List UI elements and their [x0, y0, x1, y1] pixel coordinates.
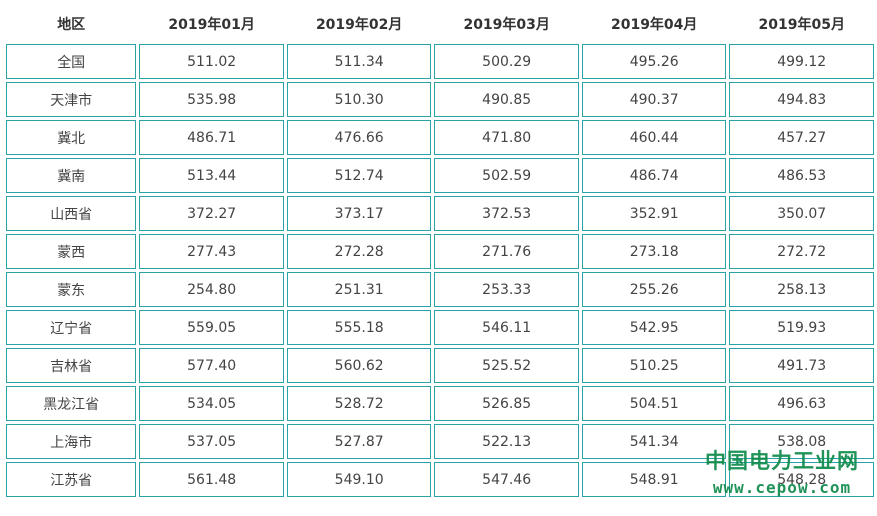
value-cell: 254.80 [139, 272, 284, 307]
region-cell: 蒙东 [6, 272, 137, 307]
value-cell: 460.44 [581, 120, 727, 155]
region-cell: 蒙西 [6, 234, 137, 269]
value-cell: 527.87 [286, 424, 432, 459]
value-cell: 541.34 [581, 424, 727, 459]
value-cell: 495.26 [581, 44, 727, 79]
region-cell: 黑龙江省 [6, 386, 137, 421]
region-cell: 江苏省 [6, 462, 137, 497]
table-row: 山西省 372.27 373.17 372.53 352.91 350.07 [6, 196, 874, 231]
value-cell: 522.13 [434, 424, 579, 459]
value-cell: 272.72 [729, 234, 874, 269]
region-cell: 冀南 [6, 158, 137, 193]
value-cell: 372.53 [434, 196, 579, 231]
value-cell: 255.26 [581, 272, 727, 307]
value-cell: 499.12 [729, 44, 874, 79]
value-cell: 273.18 [581, 234, 727, 269]
value-cell: 559.05 [139, 310, 284, 345]
column-header-2019-04: 2019年04月 [610, 17, 698, 33]
value-cell: 542.95 [581, 310, 727, 345]
column-header-2019-03: 2019年03月 [463, 17, 550, 33]
table-row: 天津市 535.98 510.30 490.85 490.37 494.83 [6, 82, 874, 117]
value-cell: 546.11 [434, 310, 579, 345]
value-cell: 457.27 [729, 120, 874, 155]
electricity-price-table: 地区 2019年01月 2019年02月 2019年03月 2019年04月 2… [3, 4, 877, 500]
table-row: 蒙西 277.43 272.28 271.76 273.18 272.72 [6, 234, 874, 269]
value-cell: 535.98 [139, 82, 284, 117]
value-cell: 555.18 [286, 310, 432, 345]
region-cell: 辽宁省 [6, 310, 137, 345]
region-cell: 山西省 [6, 196, 137, 231]
value-cell: 500.29 [434, 44, 579, 79]
value-cell: 526.85 [434, 386, 579, 421]
value-cell: 502.59 [434, 158, 579, 193]
value-cell: 486.74 [581, 158, 727, 193]
value-cell: 511.02 [139, 44, 284, 79]
table-row: 上海市 537.05 527.87 522.13 541.34 538.08 [6, 424, 874, 459]
value-cell: 525.52 [434, 348, 579, 383]
value-cell: 490.37 [581, 82, 727, 117]
value-cell: 476.66 [286, 120, 432, 155]
value-cell: 486.71 [139, 120, 284, 155]
region-cell: 上海市 [6, 424, 137, 459]
value-cell: 277.43 [139, 234, 284, 269]
table-row: 江苏省 561.48 549.10 547.46 548.91 548.28 [6, 462, 874, 497]
value-cell: 258.13 [729, 272, 874, 307]
value-cell: 372.27 [139, 196, 284, 231]
value-cell: 350.07 [729, 196, 874, 231]
value-cell: 504.51 [581, 386, 727, 421]
table-row: 冀北 486.71 476.66 471.80 460.44 457.27 [6, 120, 874, 155]
table-row: 吉林省 577.40 560.62 525.52 510.25 491.73 [6, 348, 874, 383]
table-row: 辽宁省 559.05 555.18 546.11 542.95 519.93 [6, 310, 874, 345]
value-cell: 272.28 [286, 234, 432, 269]
value-cell: 494.83 [729, 82, 874, 117]
table-row: 蒙东 254.80 251.31 253.33 255.26 258.13 [6, 272, 874, 307]
region-cell: 吉林省 [6, 348, 137, 383]
value-cell: 510.30 [286, 82, 432, 117]
value-cell: 490.85 [434, 82, 579, 117]
value-cell: 496.63 [729, 386, 874, 421]
value-cell: 513.44 [139, 158, 284, 193]
value-cell: 511.34 [286, 44, 432, 79]
column-header-2019-05: 2019年05月 [758, 17, 845, 33]
value-cell: 471.80 [434, 120, 579, 155]
region-cell: 天津市 [6, 82, 137, 117]
table-row: 黑龙江省 534.05 528.72 526.85 504.51 496.63 [6, 386, 874, 421]
value-cell: 253.33 [434, 272, 579, 307]
value-cell: 537.05 [139, 424, 284, 459]
value-cell: 549.10 [286, 462, 432, 497]
value-cell: 512.74 [286, 158, 432, 193]
value-cell: 491.73 [729, 348, 874, 383]
column-header-2019-01: 2019年01月 [168, 17, 255, 33]
value-cell: 251.31 [286, 272, 432, 307]
value-cell: 577.40 [139, 348, 284, 383]
value-cell: 373.17 [286, 196, 432, 231]
value-cell: 548.28 [729, 462, 874, 497]
table-row: 全国 511.02 511.34 500.29 495.26 499.12 [6, 44, 874, 79]
region-cell: 冀北 [6, 120, 137, 155]
column-header-2019-02: 2019年02月 [315, 17, 403, 33]
value-cell: 271.76 [434, 234, 579, 269]
value-cell: 547.46 [434, 462, 579, 497]
value-cell: 352.91 [581, 196, 727, 231]
value-cell: 538.08 [729, 424, 874, 459]
value-cell: 560.62 [286, 348, 432, 383]
table-header-row: 地区 2019年01月 2019年02月 2019年03月 2019年04月 2… [6, 7, 874, 41]
value-cell: 510.25 [581, 348, 727, 383]
region-cell: 全国 [6, 44, 137, 79]
table-row: 冀南 513.44 512.74 502.59 486.74 486.53 [6, 158, 874, 193]
value-cell: 534.05 [139, 386, 284, 421]
value-cell: 548.91 [581, 462, 727, 497]
column-header-region: 地区 [57, 17, 86, 33]
value-cell: 528.72 [286, 386, 432, 421]
value-cell: 519.93 [729, 310, 874, 345]
value-cell: 486.53 [729, 158, 874, 193]
value-cell: 561.48 [139, 462, 284, 497]
